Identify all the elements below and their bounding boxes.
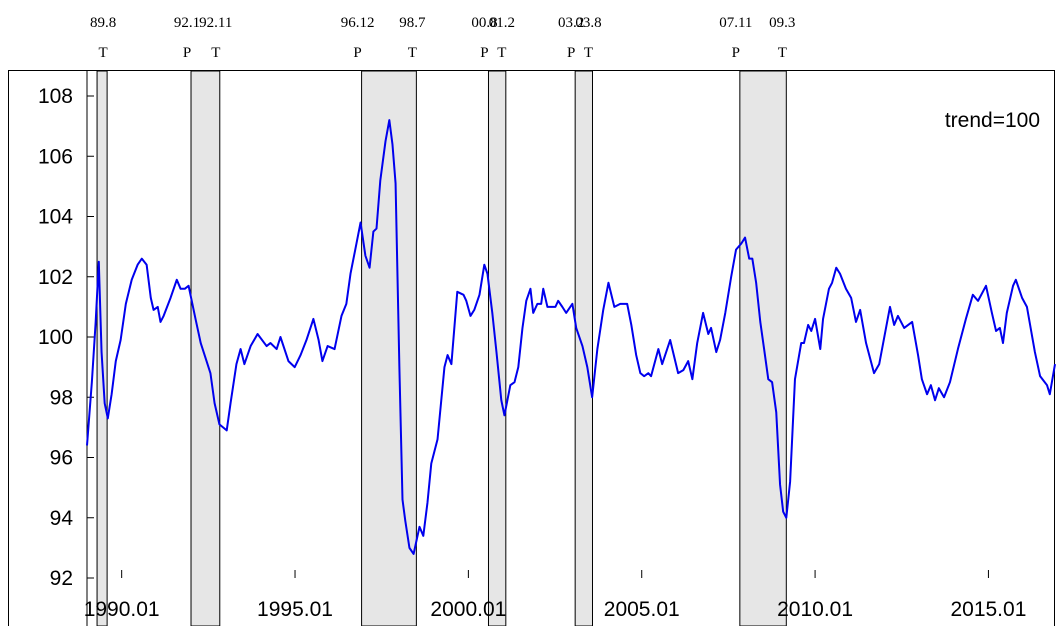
y-tick-label: 106 xyxy=(38,145,73,168)
annotation: trend=100 xyxy=(945,109,1040,132)
turning-date: 01.2 xyxy=(489,15,515,31)
y-tick-label: 102 xyxy=(38,266,73,289)
series-line xyxy=(86,119,1056,555)
turning-date: 92.1 xyxy=(174,15,200,31)
turning-phase: T xyxy=(584,45,593,61)
turning-phase: P xyxy=(567,45,575,61)
turning-date: 03.8 xyxy=(575,15,601,31)
y-tick-label: 104 xyxy=(38,206,73,229)
y-tick-label: 96 xyxy=(50,447,73,470)
turning-phase: T xyxy=(778,45,787,61)
x-tick-label: 2000.01 xyxy=(430,598,506,621)
turning-date: 07.11 xyxy=(719,15,752,31)
turning-phase: T xyxy=(497,45,506,61)
x-tick-label: 1990.01 xyxy=(84,598,160,621)
turning-date: 89.8 xyxy=(90,15,116,31)
turning-date: 09.3 xyxy=(769,15,795,31)
x-tick-label: 2015.01 xyxy=(950,598,1026,621)
y-tick-label: 100 xyxy=(38,326,73,349)
turning-date: 00.8 xyxy=(471,15,497,31)
turning-date: 98.7 xyxy=(399,15,426,31)
x-tick-label: 2005.01 xyxy=(604,598,680,621)
turning-date: 03.2 xyxy=(558,15,584,31)
y-tick-label: 92 xyxy=(50,567,73,590)
turning-phase: P xyxy=(732,45,740,61)
y-tick-label: 94 xyxy=(50,507,74,530)
frame xyxy=(8,70,1055,626)
shaded-band xyxy=(487,70,507,626)
turning-phase: T xyxy=(99,45,108,61)
shaded-band xyxy=(190,70,221,626)
x-tick-label: 1995.01 xyxy=(257,598,333,621)
turning-phase: P xyxy=(353,45,361,61)
turning-phase: P xyxy=(183,45,191,61)
turning-phase: T xyxy=(211,45,220,61)
turning-phase: P xyxy=(480,45,488,61)
y-tick-label: 108 xyxy=(38,85,73,108)
y-tick-label: 98 xyxy=(50,386,73,409)
turning-phase: T xyxy=(408,45,417,61)
x-tick-label: 2010.01 xyxy=(777,598,853,621)
turning-date: 92.11 xyxy=(199,15,232,31)
turning-date: 96.12 xyxy=(341,15,375,31)
